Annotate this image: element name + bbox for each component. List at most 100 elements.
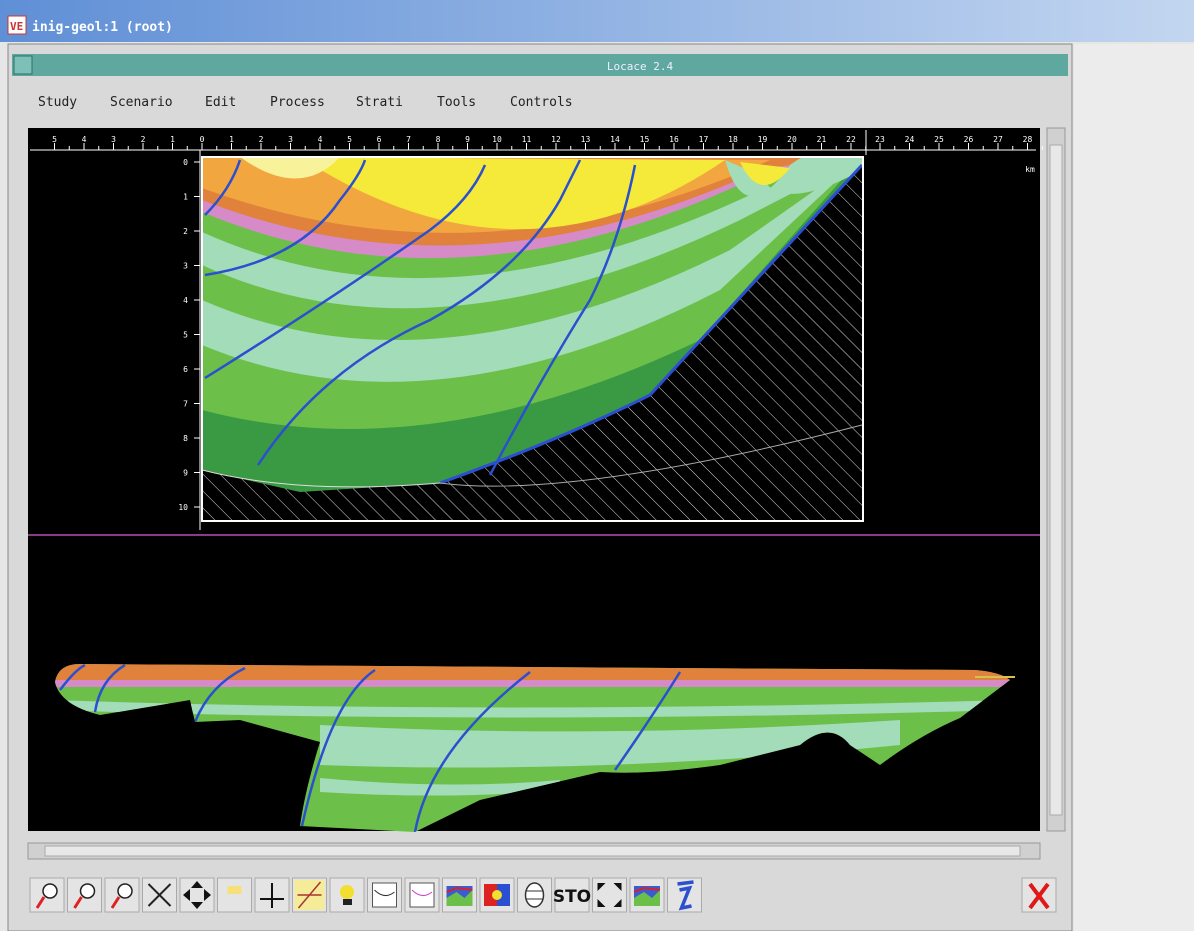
scroll-thumb[interactable] (1049, 144, 1063, 816)
ruler-label: 25 (934, 135, 944, 144)
ruler-label: 17 (699, 135, 709, 144)
ruler-label: 14 (610, 135, 620, 144)
ruler-label: 12 (551, 135, 561, 144)
menu-bar: Study Scenario Edit Process Strati Tools Contr… (38, 95, 573, 110)
ruler-label: 21 (817, 135, 827, 144)
fault (413, 671, 531, 832)
window-menu-button[interactable] (13, 55, 33, 75)
menu-item[interactable]: Edit (205, 95, 236, 110)
menu-item[interactable]: Process (270, 95, 325, 110)
tool-button-face[interactable] (29, 877, 65, 913)
tool-glyph (79, 883, 96, 899)
tool-button[interactable] (104, 877, 140, 913)
tool-button[interactable] (329, 877, 365, 913)
ruler-label: 4 (318, 135, 323, 144)
tool-glyph (42, 883, 58, 899)
tool-button[interactable] (667, 877, 702, 913)
tool-button[interactable] (404, 877, 440, 913)
layer (55, 700, 1010, 718)
tool-button-face[interactable] (554, 877, 590, 913)
ruler-label: 0 (200, 135, 205, 144)
tool-button[interactable]: STO (553, 877, 591, 913)
tool-glyph (497, 884, 510, 906)
section-frame (201, 156, 864, 522)
faults (204, 159, 637, 476)
tool-button[interactable] (254, 877, 290, 913)
menu-item[interactable]: Controls (510, 95, 573, 110)
layer (320, 778, 560, 796)
ruler: 5 4 3 2 1 0 1 2 3 4 5 6 7 8 9 10 11 12 13 14 15 16 17 18 19 20 21 2… (30, 130, 1043, 174)
menu-item[interactable]: Scenario (110, 95, 173, 110)
tool-button-face[interactable] (217, 877, 252, 913)
tool-button[interactable] (67, 877, 102, 913)
fault (193, 666, 246, 723)
tool-glyph (227, 886, 242, 894)
ruler-label: 22 (846, 135, 856, 144)
scroll-thumb[interactable] (44, 845, 1021, 857)
menu-item[interactable]: Strati (356, 95, 403, 110)
tool-button[interactable] (517, 877, 552, 913)
fault (59, 664, 86, 691)
layer (725, 157, 862, 197)
depth-label: 2 (183, 227, 188, 236)
fault (613, 671, 682, 771)
basement (202, 165, 862, 521)
depth-label: 9 (183, 469, 188, 478)
tool-glyph (183, 881, 211, 909)
window-subtitle: Locace 2.4 (607, 60, 674, 73)
menu-item[interactable]: Tools (437, 95, 476, 110)
fault (488, 164, 637, 476)
tool-glyph (374, 889, 395, 896)
tool-label: STO (553, 887, 591, 907)
tool-button[interactable] (479, 877, 515, 913)
tool-button[interactable] (629, 877, 665, 913)
tool-button[interactable] (142, 877, 177, 913)
tool-button[interactable] (367, 877, 402, 913)
faults (59, 664, 682, 832)
ruler-label: 24 (905, 135, 915, 144)
ruler-label: 13 (581, 135, 591, 144)
tool-button[interactable] (592, 877, 627, 913)
layer (55, 680, 1010, 687)
tool-glyph (297, 881, 322, 909)
tool-glyph (147, 883, 172, 907)
app-icon-text: VE (10, 20, 23, 33)
tool-glyph (409, 882, 435, 908)
depth-label: 6 (183, 365, 188, 374)
ruler-label: 3 (111, 135, 116, 144)
ruler-label: 1 (229, 135, 234, 144)
ruler-label: 3 (288, 135, 293, 144)
ruler-label: 28 (1023, 135, 1033, 144)
ruler-label: 5 (52, 135, 57, 144)
fault (204, 164, 487, 380)
fault (93, 664, 126, 713)
tool-button[interactable] (217, 877, 252, 913)
tool-glyph (446, 886, 473, 893)
ruler-label: 27 (993, 135, 1003, 144)
fault (256, 159, 582, 466)
ruler-label: 19 (758, 135, 768, 144)
ruler-label: 2 (141, 135, 146, 144)
fault (300, 668, 376, 827)
depth-label: 10 (178, 503, 188, 512)
tool-button[interactable] (179, 877, 215, 913)
tool-button[interactable] (442, 877, 477, 913)
ruler-label: 1 (170, 135, 175, 144)
depth-label: 1 (183, 193, 188, 202)
tool-button[interactable] (292, 877, 327, 913)
fault (204, 159, 242, 216)
ruler-label: 15 (640, 135, 650, 144)
close-button[interactable] (1021, 877, 1057, 913)
layer (240, 157, 340, 179)
depth-label: 3 (183, 262, 188, 271)
menu-item[interactable]: Study (38, 95, 77, 110)
cross-section (202, 157, 863, 521)
tool-glyph (35, 896, 46, 909)
tool-glyph (411, 889, 433, 896)
tool-glyph (117, 883, 133, 899)
depth-label: 7 (183, 400, 188, 409)
fault (204, 159, 367, 277)
tool-glyph (110, 896, 121, 909)
tool-button[interactable] (29, 877, 65, 913)
tool-glyph (597, 883, 622, 907)
